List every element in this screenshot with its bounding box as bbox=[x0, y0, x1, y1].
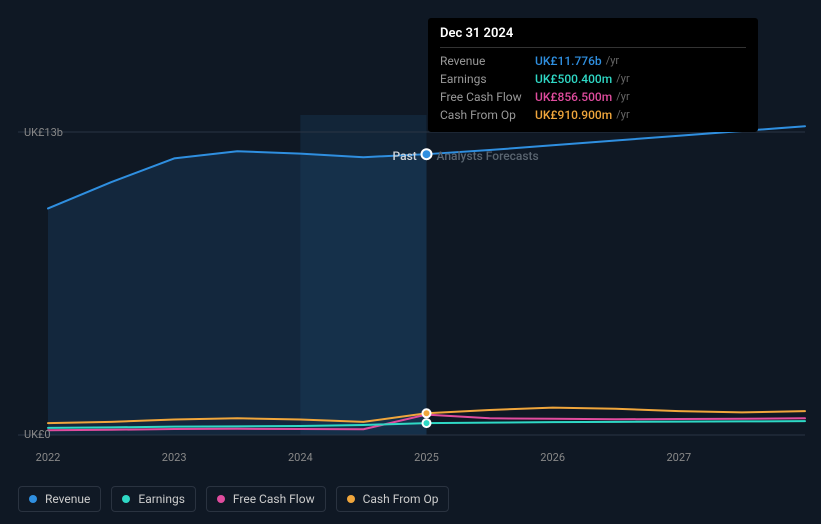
legend-item-revenue[interactable]: Revenue bbox=[18, 486, 101, 512]
x-axis-tick-label: 2023 bbox=[162, 451, 187, 464]
x-axis-tick-label: 2026 bbox=[540, 451, 565, 464]
tooltip-metric-value: UK£910.900m bbox=[535, 106, 612, 124]
legend-label: Free Cash Flow bbox=[233, 492, 315, 506]
tooltip-row-revenue: RevenueUK£11.776b/yr bbox=[440, 52, 746, 70]
tooltip-metric-label: Revenue bbox=[440, 52, 535, 70]
tooltip-date: Dec 31 2024 bbox=[440, 26, 746, 48]
data-tooltip: Dec 31 2024 RevenueUK£11.776b/yrEarnings… bbox=[428, 18, 758, 132]
financial-chart: Dec 31 2024 RevenueUK£11.776b/yrEarnings… bbox=[0, 0, 821, 524]
x-axis-tick-label: 2025 bbox=[414, 451, 439, 464]
legend-dot-icon bbox=[217, 495, 225, 503]
legend-dot-icon bbox=[347, 495, 355, 503]
x-axis-tick-label: 2024 bbox=[288, 451, 313, 464]
tooltip-metric-label: Free Cash Flow bbox=[440, 88, 535, 106]
tooltip-metric-unit: /yr bbox=[616, 106, 629, 124]
tooltip-metric-value: UK£856.500m bbox=[535, 88, 612, 106]
legend-label: Earnings bbox=[138, 492, 185, 506]
legend-label: Revenue bbox=[45, 492, 90, 506]
tooltip-metric-unit: /yr bbox=[606, 52, 619, 70]
y-axis-max-label: UK£13b bbox=[24, 126, 63, 139]
tooltip-metric-unit: /yr bbox=[616, 88, 629, 106]
tooltip-row-cash-from-op: Cash From OpUK£910.900m/yr bbox=[440, 106, 746, 124]
x-axis-tick-label: 2027 bbox=[666, 451, 691, 464]
tooltip-metric-value: UK£11.776b bbox=[535, 52, 602, 70]
tooltip-metric-label: Earnings bbox=[440, 70, 535, 88]
marker-earnings bbox=[423, 419, 431, 427]
legend-item-cash_from_op[interactable]: Cash From Op bbox=[336, 486, 450, 512]
tooltip-metric-label: Cash From Op bbox=[440, 106, 535, 124]
tooltip-metric-unit: /yr bbox=[616, 70, 629, 88]
legend-dot-icon bbox=[29, 495, 37, 503]
forecast-section-label: Analysts Forecasts bbox=[437, 149, 539, 163]
marker-revenue bbox=[422, 149, 432, 159]
tooltip-metric-value: UK£500.400m bbox=[535, 70, 612, 88]
chart-legend: Revenue Earnings Free Cash Flow Cash From O… bbox=[18, 486, 449, 512]
legend-label: Cash From Op bbox=[363, 492, 439, 506]
tooltip-row-earnings: EarningsUK£500.400m/yr bbox=[440, 70, 746, 88]
legend-dot-icon bbox=[122, 495, 130, 503]
past-section-label: Past bbox=[393, 149, 417, 163]
marker-cash_from_op bbox=[423, 409, 431, 417]
x-axis-tick-label: 2022 bbox=[36, 451, 61, 464]
y-axis-min-label: UK£0 bbox=[24, 428, 51, 441]
legend-item-earnings[interactable]: Earnings bbox=[111, 486, 196, 512]
legend-item-free_cash_flow[interactable]: Free Cash Flow bbox=[206, 486, 326, 512]
tooltip-row-free-cash-flow: Free Cash FlowUK£856.500m/yr bbox=[440, 88, 746, 106]
